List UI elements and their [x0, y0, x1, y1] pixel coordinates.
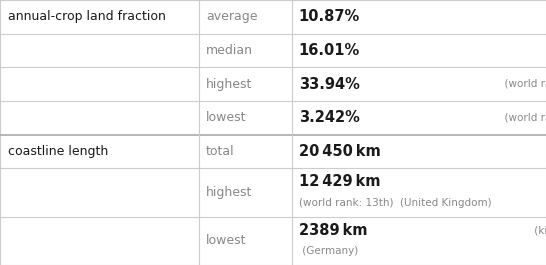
Text: (world rank: 26th)  (Germany): (world rank: 26th) (Germany)	[498, 79, 546, 89]
Text: (world rank: 13th)  (United Kingdom): (world rank: 13th) (United Kingdom)	[299, 198, 491, 208]
Text: 3.242%: 3.242%	[299, 110, 359, 125]
Text: (world rank: 168th)  (Peru): (world rank: 168th) (Peru)	[498, 113, 546, 123]
Text: lowest: lowest	[206, 111, 246, 124]
Text: 33.94%: 33.94%	[299, 77, 359, 92]
Text: highest: highest	[206, 78, 252, 91]
Text: 2389 km: 2389 km	[299, 223, 367, 237]
Text: total: total	[206, 145, 234, 158]
Text: (kilometers)  (world rank: 55th): (kilometers) (world rank: 55th)	[531, 225, 546, 235]
Text: (Germany): (Germany)	[299, 246, 358, 256]
Text: median: median	[206, 44, 253, 57]
Text: lowest: lowest	[206, 234, 246, 247]
Text: annual-crop land fraction: annual-crop land fraction	[8, 10, 166, 23]
Text: average: average	[206, 10, 257, 23]
Text: 20 450 km: 20 450 km	[299, 144, 381, 159]
Text: highest: highest	[206, 186, 252, 199]
Text: 12 429 km: 12 429 km	[299, 174, 380, 189]
Text: 10.87%: 10.87%	[299, 9, 360, 24]
Text: 16.01%: 16.01%	[299, 43, 360, 58]
Text: coastline length: coastline length	[8, 145, 109, 158]
